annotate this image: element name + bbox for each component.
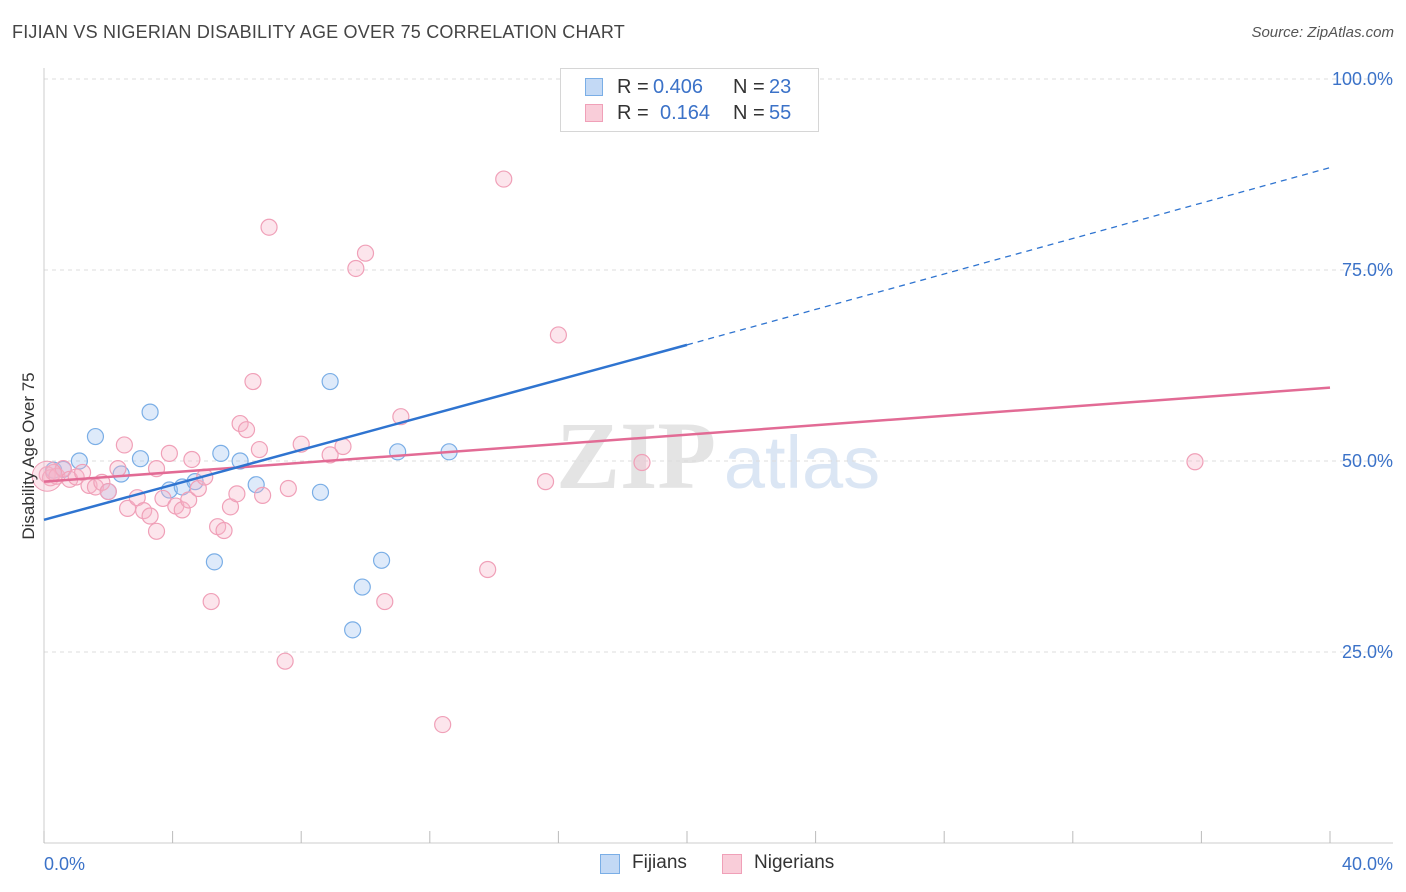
nigerians-r-label: R =: [617, 102, 649, 124]
fijian-point-18: [353, 578, 371, 596]
y-tick-label-50: 50.0%: [1342, 451, 1393, 471]
axes: [43, 68, 1393, 844]
fijian-point-7: [141, 403, 159, 421]
bottom-nigerians-swatch: [722, 854, 742, 874]
nigerian-point-24: [180, 491, 198, 509]
nigerian-point-17: [141, 507, 159, 525]
nigerian-point-37: [254, 486, 272, 504]
fijian-point-17: [344, 621, 362, 639]
nigerian-point-30: [215, 521, 233, 540]
y-axis-label: Disability Age Over 75: [19, 372, 38, 539]
bottom-fijians-label: Fijians: [632, 852, 687, 873]
trend-lines: [43, 166, 1331, 522]
fijian-point-3: [86, 427, 105, 446]
nigerian-point-28: [202, 592, 220, 611]
nigerians-swatch: [585, 104, 603, 122]
fijians-n-label: N =: [733, 76, 765, 98]
fijians-r-value: 0.406: [653, 76, 704, 98]
nigerian-point-38: [260, 218, 278, 236]
x-tick-label-right: 40.0%: [1342, 854, 1393, 874]
nigerian-point-34: [237, 421, 256, 439]
nigerians-n-value: 55: [769, 102, 792, 124]
nigerian-point-45: [356, 244, 375, 262]
nigerian-point-20: [154, 489, 172, 508]
nigerian-point-48: [479, 560, 497, 579]
nigerian-point-39: [276, 652, 294, 670]
bottom-fijians-swatch: [600, 854, 620, 874]
watermark-atlas: atlas: [724, 421, 880, 504]
fijians-r-label: R =: [617, 76, 649, 98]
nigerian-cluster-bubble: [31, 460, 63, 492]
nigerian-point-23: [173, 501, 191, 519]
nigerian-point-11: [99, 482, 117, 501]
nigerian-point-40: [279, 479, 297, 498]
fijian-point-19: [372, 551, 391, 569]
source-label: Source: ZipAtlas.com: [1251, 24, 1394, 41]
fijian-point-11: [205, 553, 223, 571]
nigerian-point-4: [54, 460, 72, 478]
chart-title: FIJIAN VS NIGERIAN DISABILITY AGE OVER 7…: [12, 22, 625, 42]
nigerian-point-36: [250, 440, 269, 459]
fijian-point-6: [131, 450, 150, 468]
nigerian-point-51: [536, 473, 555, 491]
nigerian-point-52: [549, 326, 568, 344]
y-tick-label-25: 25.0%: [1342, 642, 1393, 662]
y-tick-label-100: 100.0%: [1332, 69, 1393, 89]
fijians-points: [45, 70, 686, 639]
y-tick-label-75: 75.0%: [1342, 260, 1393, 280]
fijian-point-15: [311, 483, 330, 501]
fijian-point-16: [321, 372, 339, 391]
fijians-swatch: [585, 78, 603, 96]
fijians-trend-extension: [686, 166, 1331, 346]
watermark-zip: ZIP: [556, 402, 716, 509]
nigerian-point-54: [1186, 453, 1204, 471]
nigerians-trend-line: [43, 386, 1331, 483]
nigerian-point-33: [231, 414, 249, 433]
fijian-point-12: [212, 444, 230, 462]
legend-box: R = 0.406 N = 23 R = 0.164 N = 55: [560, 68, 819, 132]
nigerian-point-25: [183, 450, 201, 469]
nigerian-point-21: [160, 444, 178, 462]
nigerian-point-49: [495, 170, 513, 188]
fijian-point-5: [112, 465, 130, 483]
bottom-nigerians-label: Nigerians: [754, 852, 835, 873]
nigerians-r-value: 0.164: [660, 102, 711, 124]
nigerian-point-12: [109, 460, 127, 478]
nigerian-point-44: [347, 259, 365, 278]
fijians-n-value: 23: [769, 76, 792, 98]
nigerian-point-35: [244, 372, 262, 391]
nigerian-point-50: [434, 715, 452, 734]
nigerian-point-46: [376, 592, 394, 611]
y-tick-labels: 25.0% 50.0% 75.0% 100.0%: [1332, 69, 1393, 662]
nigerians-n-label: N =: [733, 102, 765, 124]
nigerians-points: [31, 170, 1204, 734]
nigerian-point-13: [115, 436, 133, 454]
grid-lines: [44, 78, 1393, 653]
fijian-point-14: [247, 476, 265, 494]
x-tick-label-left: 0.0%: [44, 854, 85, 874]
nigerian-point-32: [228, 485, 246, 503]
nigerian-point-18: [147, 522, 166, 540]
nigerian-point-42: [321, 446, 339, 464]
fijians-trend-line: [43, 343, 688, 522]
nigerian-point-53: [633, 453, 651, 472]
